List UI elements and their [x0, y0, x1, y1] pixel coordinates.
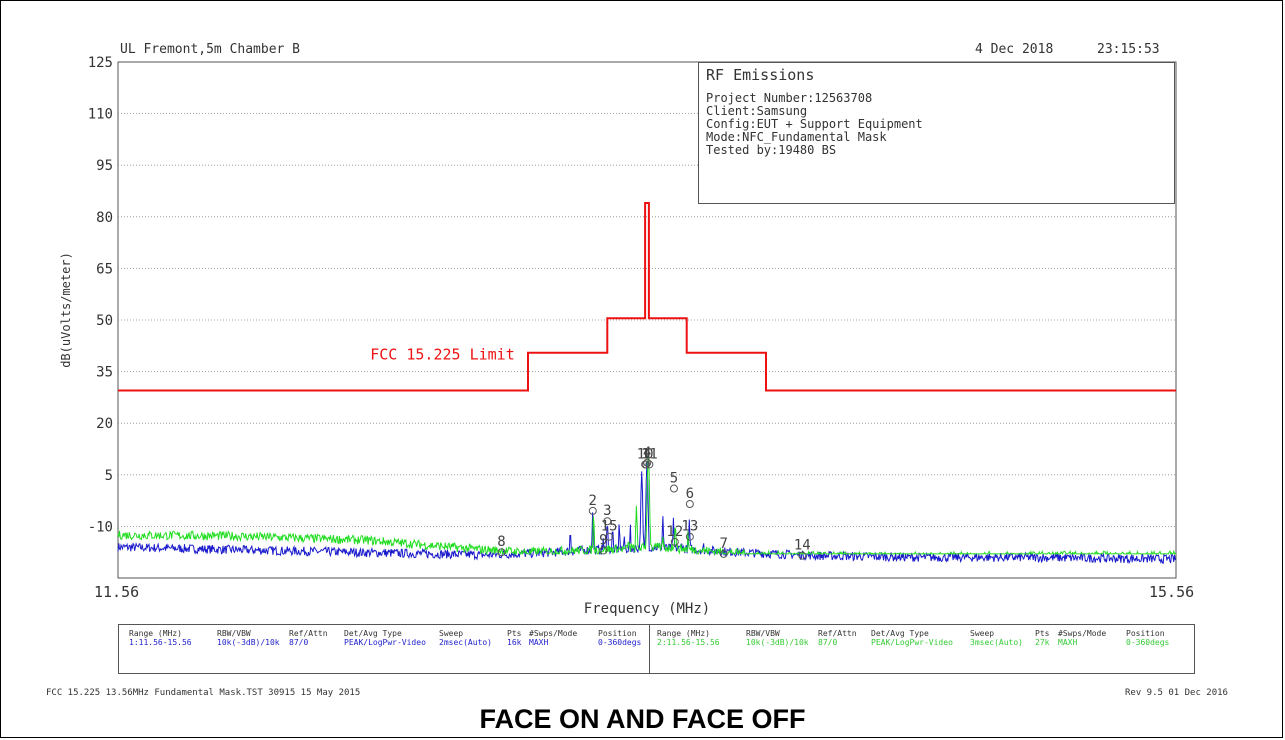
hdr-pts: Pts — [1035, 629, 1050, 638]
info-mode: Mode:NFC_Fundamental Mask — [706, 130, 887, 144]
marker-3 — [603, 517, 612, 526]
marker-label-13: 13 — [681, 519, 698, 535]
site-label: UL Fremont,5m Chamber B — [120, 42, 301, 57]
hdr-pts: Pts — [507, 629, 522, 638]
marker-label-7: 7 — [719, 536, 727, 552]
hdr-det: Det/Avg Type — [344, 629, 402, 638]
hdr-swps: #Swps/Mode — [529, 629, 578, 638]
hdr-range: Range (MHz) — [657, 629, 710, 638]
info-tester: Tested by:19480 BS — [706, 143, 837, 157]
val-position: 0-360degs — [1126, 638, 1170, 647]
y-axis-title: dB(uVolts/meter) — [59, 252, 73, 368]
settings-divider — [649, 625, 650, 673]
y-tick-label: 65 — [96, 261, 113, 277]
marker-15 — [605, 532, 614, 541]
val-det: PEAK/LogPwr-Video — [871, 638, 953, 647]
marker-label-5: 5 — [670, 471, 678, 487]
marker-8 — [497, 548, 506, 557]
limit-line — [118, 202, 1176, 392]
hdr-ref: Ref/Attn — [289, 629, 328, 638]
settings-table: Range (MHz) RBW/VBW Ref/Attn Det/Avg Typ… — [118, 624, 1195, 674]
y-tick-label: 95 — [96, 158, 113, 174]
val-pts: 27k — [1035, 638, 1050, 647]
marker-14 — [798, 551, 807, 560]
marker-label-10: 10 — [637, 446, 654, 462]
val-range: 1:11.56-15.56 — [129, 638, 192, 647]
x-tick-label: 15.56 — [1149, 583, 1194, 601]
marker-13 — [685, 532, 694, 541]
marker-5 — [669, 484, 678, 493]
y-tick-label: -10 — [88, 519, 113, 535]
marker-label-12: 12 — [666, 524, 683, 540]
marker-label-8: 8 — [497, 534, 505, 550]
x-tick-label: 11.56 — [94, 583, 139, 601]
val-swps: MAXH — [1058, 638, 1078, 647]
marker-12 — [670, 537, 679, 546]
val-swps: MAXH — [529, 638, 549, 647]
marker-label-6: 6 — [686, 486, 694, 502]
val-rbw: 10k(-3dB)/10k — [746, 638, 809, 647]
marker-label-11: 11 — [641, 446, 658, 462]
val-ref: 87/0 — [818, 638, 838, 647]
y-tick-label: 80 — [96, 210, 113, 226]
trace-2 — [117, 452, 1177, 556]
marker-2 — [588, 506, 597, 515]
marker-label-15: 15 — [601, 519, 618, 535]
y-tick-label: 50 — [96, 313, 113, 329]
hdr-position: Position — [598, 629, 637, 638]
val-sweep: 2msec(Auto) — [439, 638, 492, 647]
val-ref: 87/0 — [289, 638, 309, 647]
val-pts: 16k — [507, 638, 522, 647]
marker-11 — [645, 460, 654, 469]
marker-7 — [719, 549, 728, 558]
y-tick-label: 5 — [105, 468, 113, 484]
hdr-ref: Ref/Attn — [818, 629, 857, 638]
footer-right: Rev 9.5 01 Dec 2016 — [1125, 688, 1228, 698]
y-tick-label: 110 — [88, 107, 113, 123]
val-range: 2:11.56-15.56 — [657, 638, 720, 647]
y-tick-label: 20 — [96, 416, 113, 432]
marker-label-14: 14 — [794, 538, 811, 554]
info-project: Project Number:12563708 — [706, 91, 873, 105]
marker-label-9: 9 — [599, 532, 607, 548]
val-position: 0-360degs — [598, 638, 642, 647]
y-tick-label: 125 — [88, 55, 113, 71]
hdr-sweep: Sweep — [970, 629, 995, 638]
footer-left: FCC 15.225 13.56MHz Fundamental Mask.TST… — [46, 688, 361, 698]
hdr-range: Range (MHz) — [129, 629, 182, 638]
y-tick-label: 35 — [96, 365, 113, 381]
hdr-rbw: RBW/VBW — [746, 629, 780, 638]
date-label: 4 Dec 2018 — [975, 42, 1054, 57]
hdr-det: Det/Avg Type — [871, 629, 929, 638]
info-title: RF Emissions — [706, 66, 815, 84]
marker-4 — [643, 458, 652, 467]
marker-10 — [641, 460, 650, 469]
val-det: PEAK/LogPwr-Video — [344, 638, 426, 647]
limit-line-label: FCC 15.225 Limit — [370, 346, 515, 364]
time-label: 23:15:53 — [1097, 42, 1160, 57]
marker-6 — [685, 500, 694, 509]
val-rbw: 10k(-3dB)/10k — [217, 638, 280, 647]
caption: FACE ON AND FACE OFF — [479, 704, 806, 734]
val-sweep: 3msec(Auto) — [970, 638, 1023, 647]
hdr-rbw: RBW/VBW — [217, 629, 251, 638]
settings-trace-2: Range (MHz) RBW/VBW Ref/Attn Det/Avg Typ… — [650, 625, 1195, 673]
hdr-position: Position — [1126, 629, 1165, 638]
info-client: Client:Samsung — [706, 104, 808, 118]
marker-label-4: 4 — [643, 445, 651, 461]
marker-label-1: 1 — [642, 446, 650, 462]
marker-9 — [599, 546, 608, 555]
x-axis-title: Frequency (MHz) — [584, 601, 710, 617]
marker-label-2: 2 — [589, 493, 597, 509]
info-config: Config:EUT + Support Equipment — [706, 117, 923, 131]
info-box: RF Emissions Project Number:12563708 Cli… — [698, 62, 1175, 204]
marker-label-3: 3 — [603, 503, 611, 519]
settings-trace-1: Range (MHz) RBW/VBW Ref/Attn Det/Avg Typ… — [119, 625, 649, 673]
hdr-swps: #Swps/Mode — [1058, 629, 1107, 638]
hdr-sweep: Sweep — [439, 629, 464, 638]
